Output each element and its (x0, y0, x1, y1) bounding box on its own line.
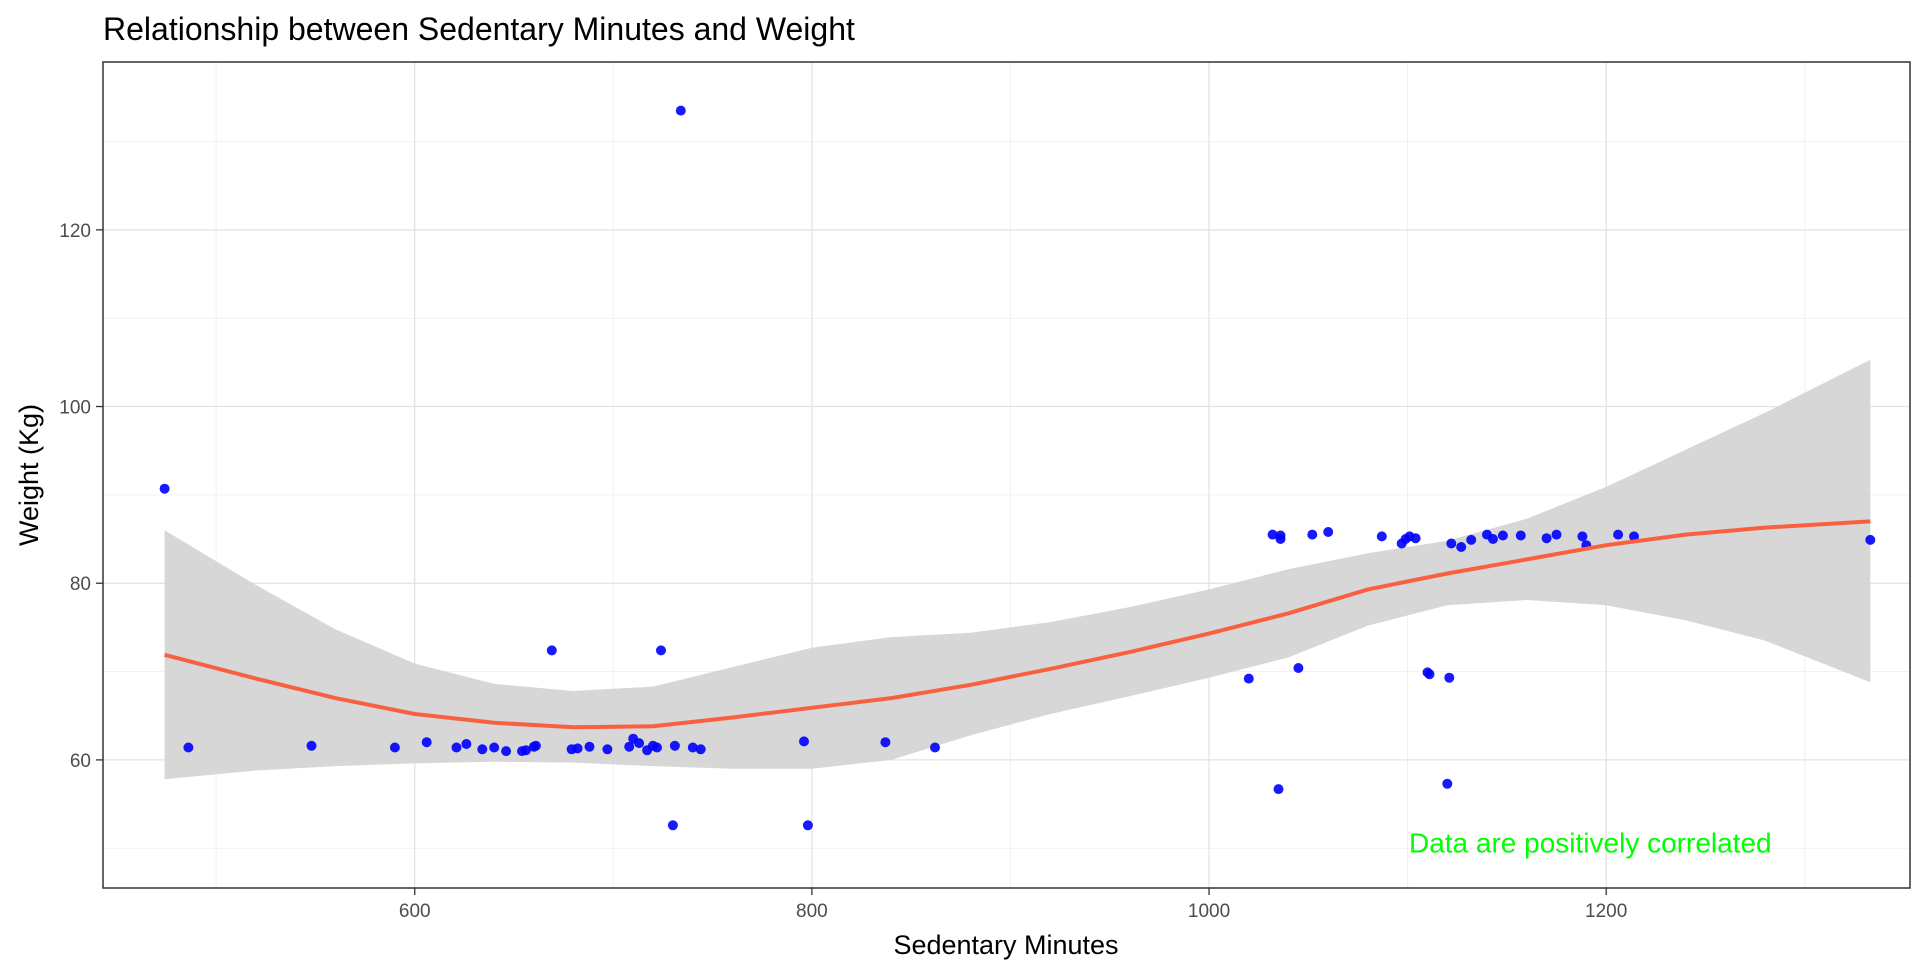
y-axis-ticks: 60 80 100 120 (59, 221, 103, 772)
data-point (1410, 533, 1421, 544)
data-point (572, 743, 583, 754)
confidence-band (164, 359, 1871, 780)
data-point (799, 736, 809, 747)
data-point (489, 742, 500, 753)
minor-gridlines (103, 62, 1910, 888)
data-point (1577, 531, 1588, 542)
data-point (1267, 529, 1278, 540)
data-point (1376, 531, 1387, 542)
data-point (1515, 530, 1526, 541)
x-tick-label: 1000 (1188, 901, 1230, 922)
data-point (624, 741, 635, 752)
data-point (1613, 529, 1624, 540)
data-point (183, 742, 194, 753)
data-point (634, 738, 645, 749)
data-point (675, 105, 686, 116)
data-point (1541, 533, 1552, 544)
data-point (521, 745, 531, 756)
y-tick-label: 60 (70, 751, 91, 772)
data-point (602, 744, 613, 755)
correlation-annotation: Data are positively correlated (1409, 828, 1772, 859)
chart-title: Relationship between Sedentary Minutes a… (103, 11, 855, 47)
data-point (1293, 663, 1304, 673)
data-point (1323, 527, 1334, 537)
data-point (1865, 534, 1876, 545)
data-point (546, 645, 557, 656)
data-point (1273, 784, 1284, 795)
data-point (880, 737, 891, 748)
plot-border (102, 61, 1911, 889)
y-tick-label: 100 (59, 398, 91, 419)
data-point (584, 741, 595, 752)
data-point (1497, 530, 1508, 541)
x-axis-ticks: 600 800 1000 1200 (399, 888, 1627, 922)
y-tick-label: 120 (59, 221, 91, 242)
data-point (1307, 529, 1318, 540)
data-point (1424, 669, 1435, 680)
smooth-trend-line (164, 519, 1871, 730)
data-point (930, 742, 940, 753)
data-point (1243, 673, 1254, 684)
data-point (1444, 672, 1455, 683)
data-points (159, 105, 1876, 831)
data-point (1551, 529, 1562, 540)
data-point (1446, 538, 1457, 549)
y-axis-title: Weight (Kg) (14, 404, 44, 546)
data-point (389, 742, 400, 753)
data-point (802, 820, 813, 831)
data-point (695, 744, 706, 755)
data-point (1629, 531, 1639, 542)
data-point (669, 740, 680, 751)
y-tick-label: 80 (70, 574, 91, 595)
data-point (667, 820, 678, 831)
data-point (461, 739, 472, 749)
x-axis-title: Sedentary Minutes (893, 930, 1118, 960)
data-point (687, 742, 698, 753)
x-tick-label: 800 (796, 901, 828, 922)
x-tick-label: 600 (399, 901, 431, 922)
x-tick-label: 1200 (1585, 901, 1627, 922)
data-point (451, 742, 462, 753)
data-point (1442, 778, 1453, 789)
data-point (1488, 534, 1498, 544)
data-point (656, 645, 666, 656)
data-point (1466, 534, 1477, 545)
data-point (477, 744, 488, 755)
data-point (501, 746, 512, 757)
data-point (1456, 542, 1467, 552)
data-point (652, 742, 662, 753)
data-point (306, 740, 317, 751)
data-point (1275, 530, 1286, 541)
data-point (159, 483, 170, 494)
data-point (421, 737, 432, 748)
data-point (530, 740, 541, 751)
